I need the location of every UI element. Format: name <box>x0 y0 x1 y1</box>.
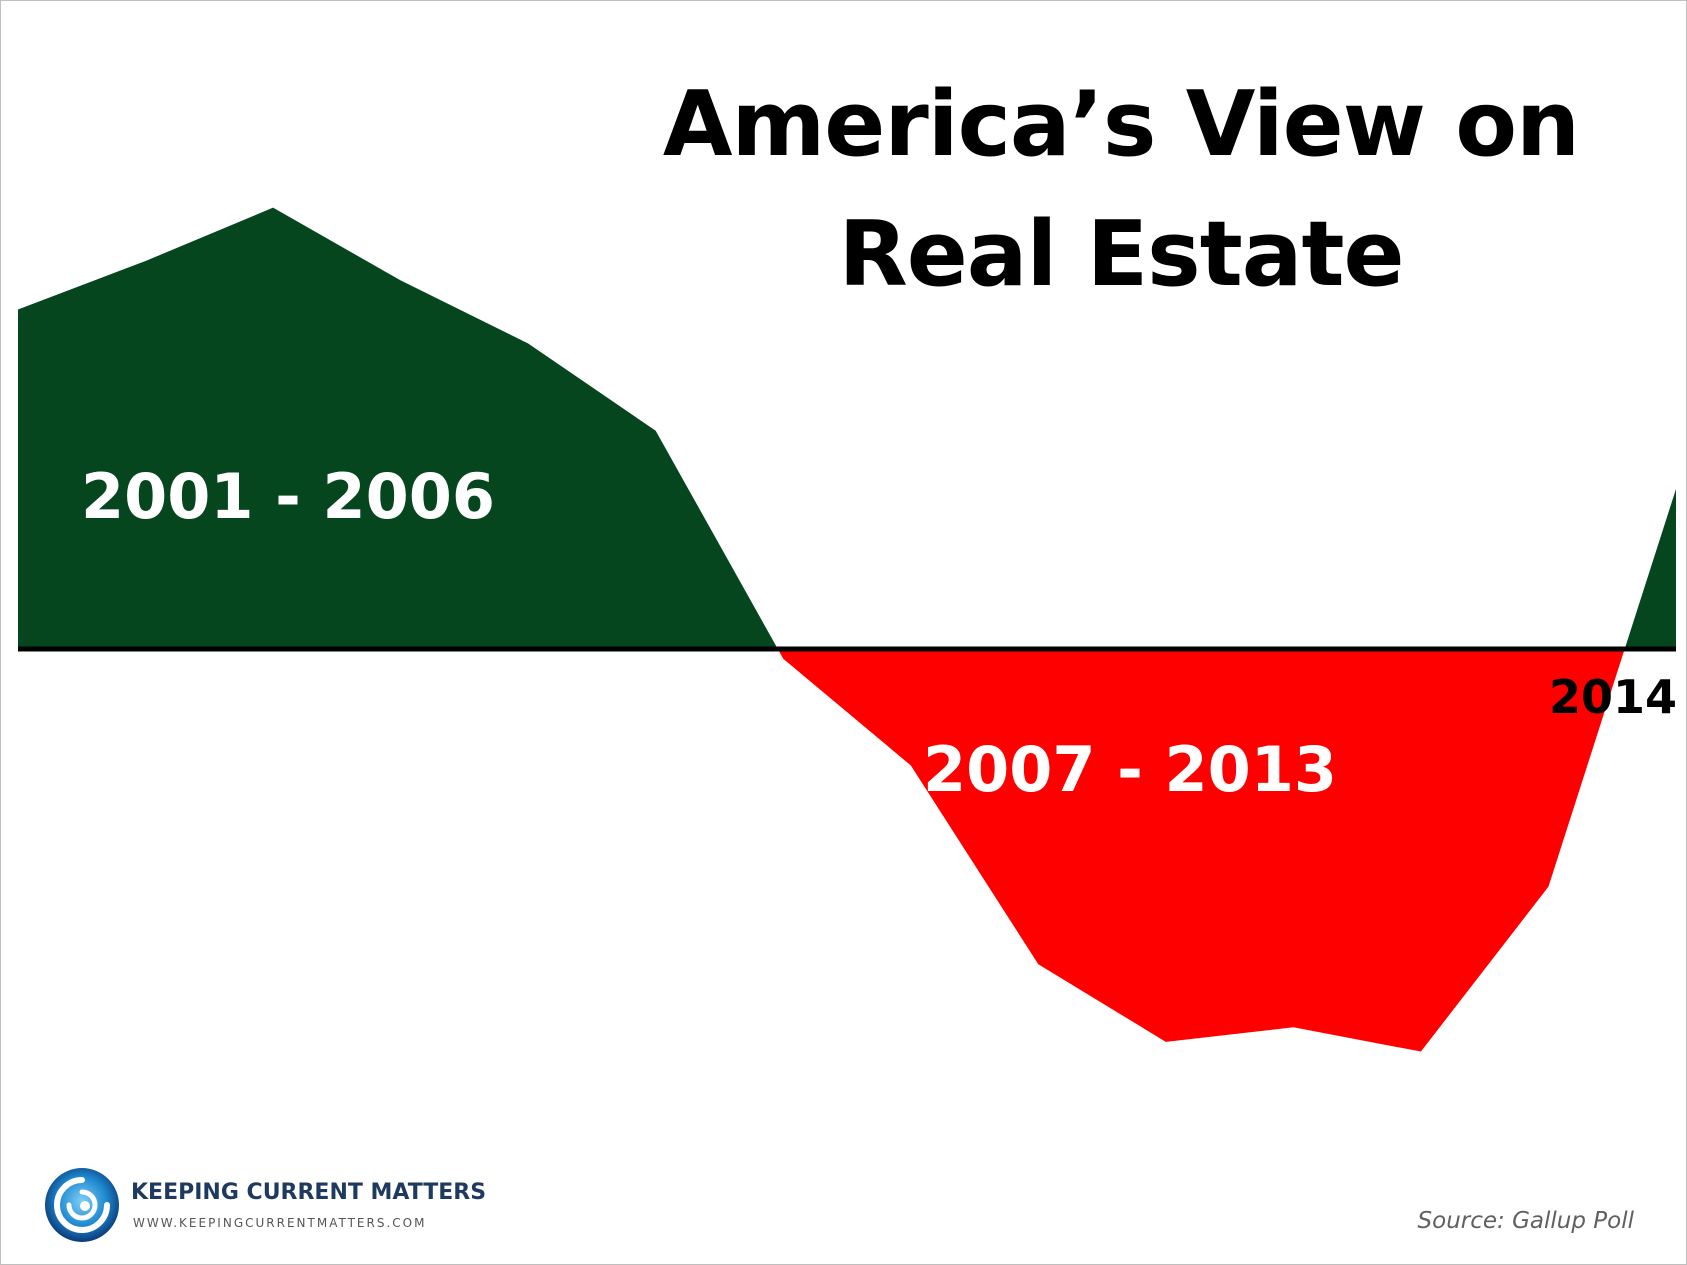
logo-company-name: KEEPING CURRENT MATTERS <box>131 1180 487 1205</box>
swirl-logo-icon <box>45 1168 119 1242</box>
company-logo: KEEPING CURRENT MATTERS WWW.KEEPINGCURRE… <box>43 1166 486 1246</box>
negative-area <box>777 649 1625 1052</box>
positive-area <box>18 207 1676 649</box>
source-note: Source: Gallup Poll <box>1417 1208 1634 1234</box>
annotation-positive-left: 2001 - 2006 <box>81 460 495 533</box>
annotation-right-end: 2014 <box>1549 670 1677 724</box>
annotation-negative-middle: 2007 - 2013 <box>923 733 1337 806</box>
logo-url: WWW.KEEPINGCURRENTMATTERS.COM <box>133 1216 427 1230</box>
chart-title-line-2: Real Estate <box>838 202 1404 307</box>
chart-title-line-1: America’s View on <box>662 72 1580 177</box>
